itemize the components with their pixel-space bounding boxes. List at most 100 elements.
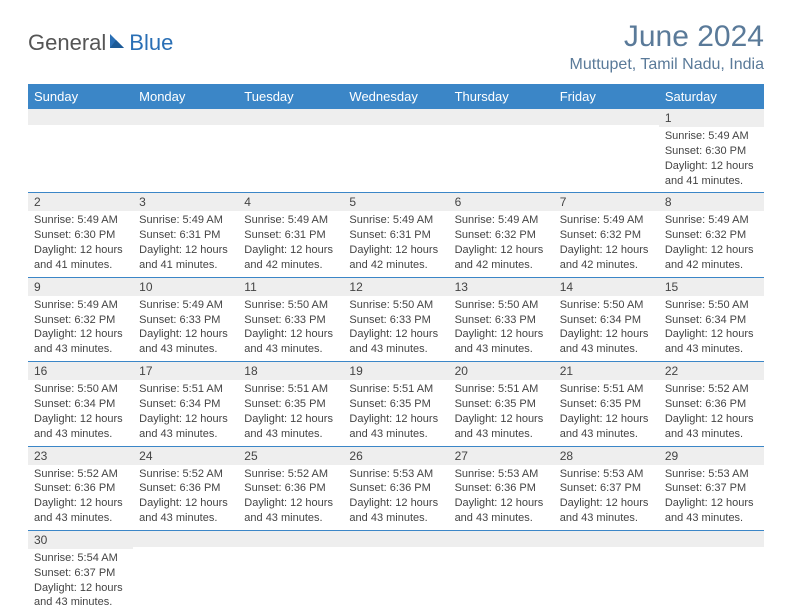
calendar-empty-cell <box>238 109 343 193</box>
sunrise-text: Sunrise: 5:53 AM <box>455 467 548 482</box>
daylight-text: Daylight: 12 hours and 43 minutes. <box>34 412 127 442</box>
weekday-header: Tuesday <box>238 84 343 109</box>
sunset-text: Sunset: 6:36 PM <box>455 481 548 496</box>
calendar-day-cell: 8Sunrise: 5:49 AMSunset: 6:32 PMDaylight… <box>659 193 764 277</box>
calendar-week-row: 30Sunrise: 5:54 AMSunset: 6:37 PMDayligh… <box>28 530 764 614</box>
sunrise-text: Sunrise: 5:53 AM <box>349 467 442 482</box>
sunrise-text: Sunrise: 5:50 AM <box>244 298 337 313</box>
day-content: Sunrise: 5:49 AMSunset: 6:32 PMDaylight:… <box>28 296 133 361</box>
day-content: Sunrise: 5:50 AMSunset: 6:34 PMDaylight:… <box>554 296 659 361</box>
weekday-header: Sunday <box>28 84 133 109</box>
daylight-text: Daylight: 12 hours and 43 minutes. <box>455 327 548 357</box>
day-content: Sunrise: 5:50 AMSunset: 6:33 PMDaylight:… <box>449 296 554 361</box>
daylight-text: Daylight: 12 hours and 43 minutes. <box>665 327 758 357</box>
brand-part2: Blue <box>129 30 173 56</box>
day-content: Sunrise: 5:54 AMSunset: 6:37 PMDaylight:… <box>28 549 133 614</box>
sunset-text: Sunset: 6:37 PM <box>34 566 127 581</box>
day-content <box>659 547 764 597</box>
day-number <box>133 531 238 547</box>
sunrise-text: Sunrise: 5:51 AM <box>560 382 653 397</box>
day-content: Sunrise: 5:50 AMSunset: 6:34 PMDaylight:… <box>659 296 764 361</box>
day-content: Sunrise: 5:52 AMSunset: 6:36 PMDaylight:… <box>238 465 343 530</box>
calendar-empty-cell <box>659 530 764 614</box>
calendar-empty-cell <box>449 530 554 614</box>
daylight-text: Daylight: 12 hours and 43 minutes. <box>139 412 232 442</box>
daylight-text: Daylight: 12 hours and 43 minutes. <box>244 327 337 357</box>
sunset-text: Sunset: 6:31 PM <box>244 228 337 243</box>
day-number <box>343 531 448 547</box>
day-content: Sunrise: 5:49 AMSunset: 6:31 PMDaylight:… <box>238 211 343 276</box>
calendar-day-cell: 20Sunrise: 5:51 AMSunset: 6:35 PMDayligh… <box>449 362 554 446</box>
calendar-day-cell: 15Sunrise: 5:50 AMSunset: 6:34 PMDayligh… <box>659 277 764 361</box>
day-number: 18 <box>238 362 343 380</box>
calendar-day-cell: 25Sunrise: 5:52 AMSunset: 6:36 PMDayligh… <box>238 446 343 530</box>
sunrise-text: Sunrise: 5:53 AM <box>665 467 758 482</box>
day-content: Sunrise: 5:49 AMSunset: 6:33 PMDaylight:… <box>133 296 238 361</box>
sunrise-text: Sunrise: 5:49 AM <box>244 213 337 228</box>
sunrise-text: Sunrise: 5:49 AM <box>139 298 232 313</box>
calendar-day-cell: 10Sunrise: 5:49 AMSunset: 6:33 PMDayligh… <box>133 277 238 361</box>
day-content: Sunrise: 5:49 AMSunset: 6:30 PMDaylight:… <box>659 127 764 192</box>
daylight-text: Daylight: 12 hours and 43 minutes. <box>560 412 653 442</box>
sunrise-text: Sunrise: 5:49 AM <box>665 129 758 144</box>
sunrise-text: Sunrise: 5:53 AM <box>560 467 653 482</box>
day-content: Sunrise: 5:50 AMSunset: 6:33 PMDaylight:… <box>343 296 448 361</box>
sunrise-text: Sunrise: 5:50 AM <box>665 298 758 313</box>
daylight-text: Daylight: 12 hours and 43 minutes. <box>34 496 127 526</box>
day-number <box>449 531 554 547</box>
day-number: 14 <box>554 278 659 296</box>
day-content <box>554 547 659 597</box>
calendar-day-cell: 3Sunrise: 5:49 AMSunset: 6:31 PMDaylight… <box>133 193 238 277</box>
sunset-text: Sunset: 6:37 PM <box>560 481 653 496</box>
day-number <box>133 109 238 125</box>
day-number: 3 <box>133 193 238 211</box>
day-content: Sunrise: 5:52 AMSunset: 6:36 PMDaylight:… <box>133 465 238 530</box>
day-content: Sunrise: 5:51 AMSunset: 6:35 PMDaylight:… <box>554 380 659 445</box>
daylight-text: Daylight: 12 hours and 43 minutes. <box>244 412 337 442</box>
daylight-text: Daylight: 12 hours and 42 minutes. <box>455 243 548 273</box>
brand-part1: General <box>28 30 106 56</box>
location-subtitle: Muttupet, Tamil Nadu, India <box>570 56 764 74</box>
calendar-day-cell: 7Sunrise: 5:49 AMSunset: 6:32 PMDaylight… <box>554 193 659 277</box>
sunrise-text: Sunrise: 5:49 AM <box>665 213 758 228</box>
sunset-text: Sunset: 6:35 PM <box>560 397 653 412</box>
sunset-text: Sunset: 6:31 PM <box>139 228 232 243</box>
day-content: Sunrise: 5:49 AMSunset: 6:31 PMDaylight:… <box>133 211 238 276</box>
day-content: Sunrise: 5:51 AMSunset: 6:35 PMDaylight:… <box>449 380 554 445</box>
weekday-header: Saturday <box>659 84 764 109</box>
day-content: Sunrise: 5:49 AMSunset: 6:32 PMDaylight:… <box>449 211 554 276</box>
day-number: 23 <box>28 447 133 465</box>
daylight-text: Daylight: 12 hours and 43 minutes. <box>665 412 758 442</box>
day-number: 27 <box>449 447 554 465</box>
sunset-text: Sunset: 6:34 PM <box>34 397 127 412</box>
sunset-text: Sunset: 6:33 PM <box>349 313 442 328</box>
day-content: Sunrise: 5:50 AMSunset: 6:34 PMDaylight:… <box>28 380 133 445</box>
sunrise-text: Sunrise: 5:50 AM <box>34 382 127 397</box>
calendar-day-cell: 14Sunrise: 5:50 AMSunset: 6:34 PMDayligh… <box>554 277 659 361</box>
calendar-day-cell: 27Sunrise: 5:53 AMSunset: 6:36 PMDayligh… <box>449 446 554 530</box>
day-number: 28 <box>554 447 659 465</box>
day-content: Sunrise: 5:49 AMSunset: 6:31 PMDaylight:… <box>343 211 448 276</box>
daylight-text: Daylight: 12 hours and 43 minutes. <box>139 327 232 357</box>
sunrise-text: Sunrise: 5:52 AM <box>665 382 758 397</box>
day-number <box>659 531 764 547</box>
day-content: Sunrise: 5:52 AMSunset: 6:36 PMDaylight:… <box>659 380 764 445</box>
day-number: 30 <box>28 531 133 549</box>
weekday-header: Wednesday <box>343 84 448 109</box>
daylight-text: Daylight: 12 hours and 42 minutes. <box>560 243 653 273</box>
day-number: 21 <box>554 362 659 380</box>
sunrise-text: Sunrise: 5:51 AM <box>349 382 442 397</box>
sunset-text: Sunset: 6:30 PM <box>665 144 758 159</box>
day-number <box>238 531 343 547</box>
sunrise-text: Sunrise: 5:51 AM <box>139 382 232 397</box>
weekday-header: Thursday <box>449 84 554 109</box>
sunset-text: Sunset: 6:35 PM <box>349 397 442 412</box>
daylight-text: Daylight: 12 hours and 41 minutes. <box>665 159 758 189</box>
day-number: 24 <box>133 447 238 465</box>
sunset-text: Sunset: 6:32 PM <box>34 313 127 328</box>
calendar-empty-cell <box>449 109 554 193</box>
day-number <box>238 109 343 125</box>
daylight-text: Daylight: 12 hours and 42 minutes. <box>349 243 442 273</box>
day-content <box>238 125 343 175</box>
sunset-text: Sunset: 6:33 PM <box>244 313 337 328</box>
